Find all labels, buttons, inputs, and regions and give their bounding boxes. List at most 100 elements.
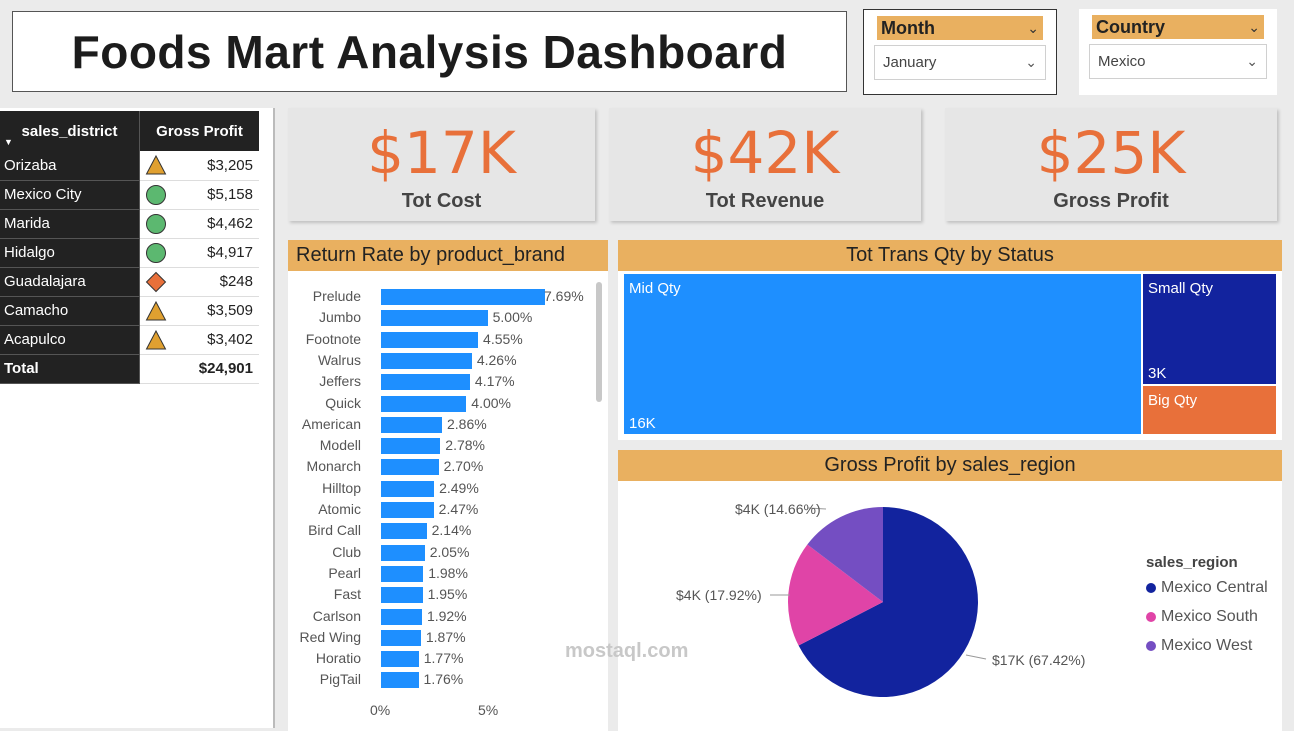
column-header-sales-district[interactable]: sales_district ▼ [0,111,140,151]
bar-row[interactable]: Bird Call 2.14% [288,521,598,540]
bar-row[interactable]: Hilltop 2.49% [288,479,598,497]
treemap-tile-small-qty[interactable]: Small Qty 3K [1143,274,1276,384]
gross-profit-cell: $248 [139,267,259,297]
bar[interactable] [381,608,422,625]
bar-row[interactable]: Horatio 1.77% [288,649,598,668]
bar-row[interactable]: Monarch 2.70% [288,457,598,476]
bar-row[interactable]: Carlson 1.92% [288,607,598,625]
legend-item-mexico-central[interactable]: Mexico Central [1146,579,1268,597]
country-slicer[interactable]: Country ⌄ Mexico ⌄ [1079,9,1277,95]
district-table: sales_district ▼ Gross Profit Orizaba $3,… [0,111,259,384]
district-name: Orizaba [0,151,140,181]
legend-dot-icon [1146,612,1156,622]
table-row[interactable]: Guadalajara $248 [0,267,259,297]
bar[interactable] [381,459,439,476]
dashboard-title: Foods Mart Analysis Dashboard [71,25,788,78]
bar-row[interactable]: Quick 4.00% [288,394,598,412]
bar[interactable] [381,480,435,497]
bar-row[interactable]: Fast 1.95% [288,585,598,604]
bar-category-label: Pearl [328,564,361,581]
status-triangle-icon [145,329,167,349]
month-slicer[interactable]: Month ⌄ January ⌄ [863,9,1057,95]
bar[interactable] [381,544,425,561]
bar[interactable] [381,289,545,305]
bar-row[interactable]: Jeffers 4.17% [288,372,598,391]
bar-category-label: Modell [319,437,361,454]
bar[interactable] [381,310,488,327]
bar[interactable] [381,523,427,540]
kpi-card-gross-profit: $25K Gross Profit [945,108,1277,221]
column-header-gross-profit[interactable]: Gross Profit [139,111,259,151]
bar[interactable] [381,672,419,689]
chart-title: Tot Trans Qty by Status [846,244,1054,266]
bar-category-label: American [301,415,361,432]
chevron-down-icon[interactable]: ⌄ [1025,54,1037,70]
treemap-tile-big-qty[interactable]: Big Qty [1143,386,1276,434]
sort-down-icon[interactable]: ▼ [4,137,13,147]
chevron-down-icon[interactable]: ⌄ [1248,18,1260,35]
bar[interactable] [381,651,419,668]
table-row[interactable]: Mexico City $5,158 [0,180,259,210]
month-dropdown[interactable]: January ⌄ [874,45,1046,80]
table-row[interactable]: Orizaba $3,205 [0,151,259,181]
bar[interactable] [381,565,424,582]
legend-item-mexico-west[interactable]: Mexico West [1146,637,1252,655]
chart-header: Tot Trans Qty by Status [618,240,1282,271]
bar-value-label: 4.00% [471,394,511,411]
month-slicer-label: Month [881,17,935,38]
bar-row[interactable]: Atomic 2.47% [288,500,598,518]
chevron-down-icon[interactable]: ⌄ [1246,53,1258,69]
bar[interactable] [381,395,467,412]
bar-row[interactable]: Red Wing 1.87% [288,628,598,646]
pie-data-label: $17K (67.42%) [992,652,1086,668]
bar-category-label: Carlson [312,607,361,624]
district-name: Camacho [0,296,140,326]
chevron-down-icon[interactable]: ⌄ [1027,19,1039,36]
bar-row[interactable]: PigTail 1.76% [288,670,598,689]
gross-profit-cell: $3,509 [139,296,259,326]
bar[interactable] [381,352,472,369]
gross-profit-cell: $3,402 [139,325,259,355]
legend-item-mexico-south[interactable]: Mexico South [1146,608,1258,626]
pie-svg [770,507,987,697]
table-row[interactable]: Marida $4,462 [0,209,259,239]
treemap-label: Mid Qty [629,280,681,297]
country-dropdown[interactable]: Mexico ⌄ [1089,44,1267,79]
table-row[interactable]: Camacho $3,509 [0,296,259,326]
bar-category-label: Jumbo [318,309,361,326]
bar-row[interactable]: Jumbo 5.00% [288,308,598,327]
bar[interactable] [381,374,470,391]
pie-slice-mexico-west[interactable] [807,507,883,602]
bar[interactable] [381,416,442,433]
month-slicer-header[interactable]: Month ⌄ [877,16,1043,40]
bar-category-label: Club [332,543,361,560]
bar-row[interactable]: Pearl 1.98% [288,564,598,582]
bar-row[interactable]: Footnote 4.55% [288,330,598,348]
bar-row[interactable]: Prelude 7.69% [288,287,598,305]
bar-row[interactable]: Walrus 4.26% [288,351,598,369]
bar[interactable] [381,331,479,348]
bar-row[interactable]: Modell 2.78% [288,436,598,455]
bar-row[interactable]: American 2.86% [288,415,598,433]
table-row[interactable]: Acapulco $3,402 [0,325,259,355]
status-triangle-icon [145,300,167,320]
pie-slice-mexico-south[interactable] [788,544,883,646]
chart-scrollbar[interactable] [596,282,602,402]
gross-profit-value: $4,917 [207,244,253,261]
bar-category-label: Footnote [305,330,361,347]
bar-value-label: 7.69% [544,288,584,304]
bar[interactable] [381,502,434,518]
bar-value-label: 1.76% [423,671,464,688]
bar-value-label: 2.70% [443,458,484,475]
pie-slice-mexico-central[interactable] [798,507,978,697]
bar-row[interactable]: Club 2.05% [288,543,598,561]
country-slicer-header[interactable]: Country ⌄ [1092,15,1264,39]
kpi-card-tot-cost: $17K Tot Cost [288,108,595,221]
bar-value-label: 1.77% [423,650,464,667]
district-name: Guadalajara [0,267,140,297]
bar[interactable] [381,587,423,604]
bar[interactable] [381,438,441,455]
table-row[interactable]: Hidalgo $4,917 [0,238,259,268]
treemap-tile-mid-qty[interactable]: Mid Qty 16K [624,274,1141,434]
bar[interactable] [381,629,421,646]
